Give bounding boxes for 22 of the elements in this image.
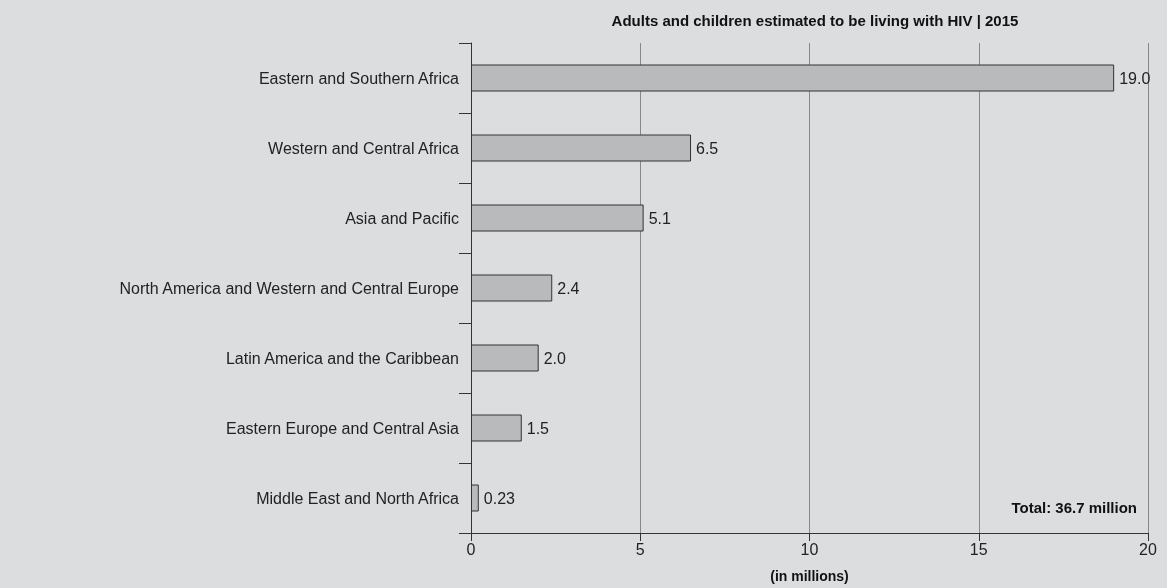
data-label: 1.5 — [526, 419, 550, 437]
data-label: 5.1 — [648, 209, 671, 227]
x-tick-label: 10 — [800, 540, 819, 558]
data-label: 2.4 — [557, 279, 580, 297]
y-tick-label: Eastern and Southern Africa — [258, 69, 460, 87]
y-tick-label: Western and Central Africa — [268, 139, 460, 157]
data-label: 6.5 — [696, 139, 719, 157]
y-tick-label: North America and Western and Central Europe — [119, 279, 460, 297]
x-tick-label: 5 — [635, 540, 645, 558]
annotation: Total: 36.7 million — [1011, 499, 1137, 516]
data-label: 19.0 — [1119, 69, 1151, 87]
y-tick-label: Asia and Pacific — [345, 209, 459, 227]
x-tick-label: 20 — [1139, 540, 1157, 558]
x-tick-label: 15 — [969, 540, 988, 558]
x-axis-title: (in millions) — [770, 568, 849, 584]
chart-title: Adults and children estimated to be living with HIV | 2015 — [611, 12, 1019, 29]
y-tick-label: Middle East and North Africa — [256, 489, 460, 507]
x-tick-label: 0 — [466, 540, 476, 558]
y-tick-label: Latin America and the Caribbean — [225, 349, 459, 367]
data-label: 0.23 — [483, 489, 516, 507]
data-label: 2.0 — [543, 349, 567, 367]
y-tick-label: Eastern Europe and Central Asia — [225, 419, 460, 437]
